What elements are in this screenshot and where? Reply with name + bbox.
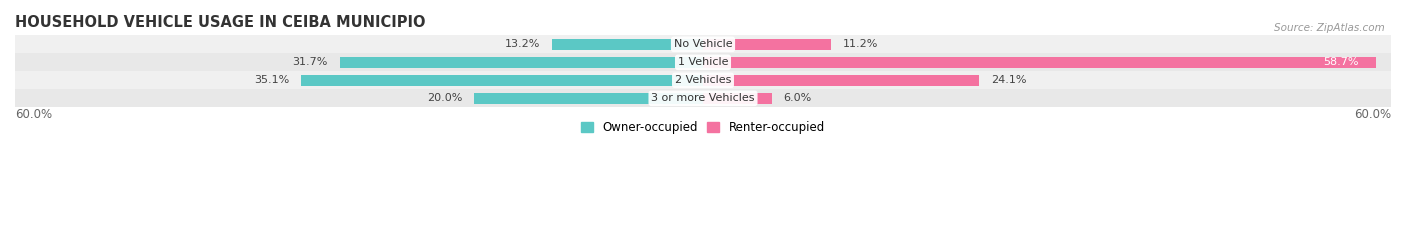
Bar: [551, 39, 703, 50]
Text: Source: ZipAtlas.com: Source: ZipAtlas.com: [1274, 23, 1385, 33]
Text: 2 Vehicles: 2 Vehicles: [675, 75, 731, 85]
Bar: [15, 53, 1391, 71]
Text: 6.0%: 6.0%: [783, 93, 811, 103]
Text: 35.1%: 35.1%: [254, 75, 290, 85]
Legend: Owner-occupied, Renter-occupied: Owner-occupied, Renter-occupied: [576, 116, 830, 139]
Text: HOUSEHOLD VEHICLE USAGE IN CEIBA MUNICIPIO: HOUSEHOLD VEHICLE USAGE IN CEIBA MUNICIP…: [15, 15, 426, 30]
Bar: [703, 93, 772, 103]
Text: 60.0%: 60.0%: [1354, 108, 1391, 121]
Bar: [15, 71, 1391, 89]
Text: 3 or more Vehicles: 3 or more Vehicles: [651, 93, 755, 103]
Bar: [703, 39, 831, 50]
Text: 11.2%: 11.2%: [842, 39, 879, 49]
Text: 1 Vehicle: 1 Vehicle: [678, 57, 728, 67]
Bar: [703, 75, 980, 86]
Text: 13.2%: 13.2%: [505, 39, 540, 49]
Text: 31.7%: 31.7%: [292, 57, 328, 67]
Bar: [474, 93, 703, 103]
Text: 58.7%: 58.7%: [1323, 57, 1358, 67]
Bar: [301, 75, 703, 86]
Bar: [339, 57, 703, 68]
Bar: [15, 35, 1391, 53]
Bar: [15, 89, 1391, 107]
Text: 24.1%: 24.1%: [991, 75, 1026, 85]
Bar: [703, 57, 1376, 68]
Text: 20.0%: 20.0%: [427, 93, 463, 103]
Text: 60.0%: 60.0%: [15, 108, 52, 121]
Text: No Vehicle: No Vehicle: [673, 39, 733, 49]
